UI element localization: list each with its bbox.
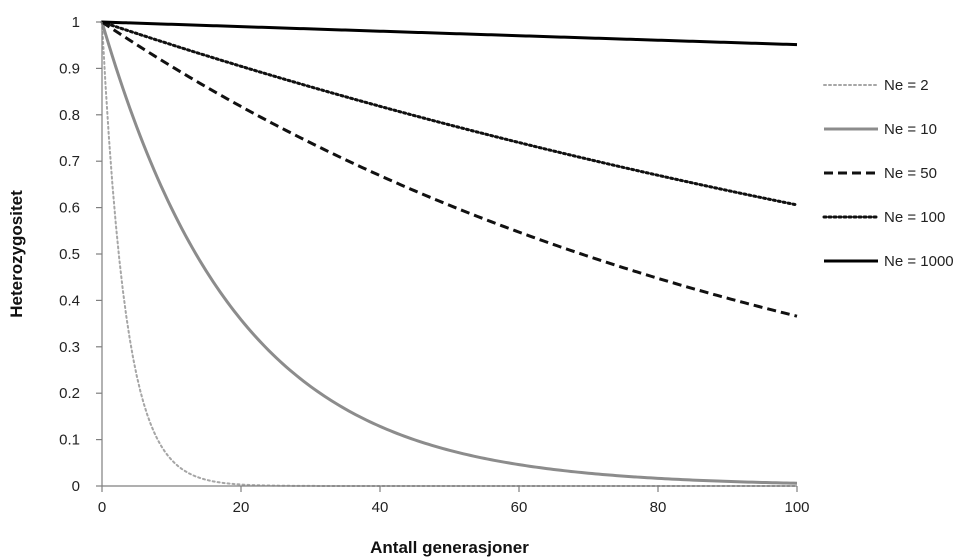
legend-item: Ne = 2 — [823, 77, 929, 94]
x-axis-title: Antall generasjoner — [370, 538, 529, 557]
y-tick-label: 0.6 — [59, 200, 80, 217]
axes-layer — [101, 22, 797, 487]
series-line — [101, 21, 798, 487]
series-ne-100 — [100, 20, 799, 207]
legend-item: Ne = 10 — [824, 121, 937, 138]
series-ne-2 — [101, 21, 798, 487]
legend-label: Ne = 100 — [884, 209, 945, 226]
x-tick-label: 0 — [98, 499, 106, 516]
series-line — [100, 21, 798, 485]
y-tick-label: 0.2 — [59, 385, 80, 402]
y-axis-title: Heterozygositet — [7, 190, 26, 318]
legend-label: Ne = 10 — [884, 121, 937, 138]
y-tick-label: 0.5 — [59, 246, 80, 263]
series-line — [101, 20, 798, 47]
x-tick-label: 100 — [784, 499, 809, 516]
y-tick-label: 0.3 — [59, 339, 80, 356]
y-tick-label: 0.4 — [59, 292, 80, 309]
series-line — [101, 20, 798, 318]
y-tick-label: 0.9 — [59, 60, 80, 77]
legend: Ne = 2 Ne = 10 Ne = 50 Ne = 100 Ne = 1000 — [822, 77, 954, 270]
y-tick-label: 0.8 — [59, 107, 80, 124]
legend-label: Ne = 50 — [884, 165, 937, 182]
x-tick-label: 80 — [650, 499, 667, 516]
legend-label: Ne = 2 — [884, 77, 929, 94]
series-ne-1000 — [101, 20, 798, 47]
x-tick-label: 20 — [233, 499, 250, 516]
series-ne-50 — [101, 20, 798, 318]
y-tick-label: 1 — [72, 14, 80, 31]
series-layer — [100, 20, 799, 487]
x-tick-label: 60 — [511, 499, 528, 516]
y-tick-label: 0 — [72, 478, 80, 495]
x-axis-ticks: 0 20 40 60 80 100 — [98, 486, 810, 516]
legend-item: Ne = 50 — [824, 165, 937, 182]
legend-item: Ne = 100 — [822, 209, 945, 226]
legend-label: Ne = 1000 — [884, 253, 954, 270]
y-axis-ticks: 0 0.1 0.2 0.3 0.4 0.5 0.6 0.7 0.8 0.9 1 — [59, 14, 102, 495]
y-tick-label: 0.1 — [59, 432, 80, 449]
legend-item: Ne = 1000 — [824, 253, 954, 270]
series-line — [100, 20, 799, 207]
series-ne-10 — [100, 21, 798, 485]
y-tick-label: 0.7 — [59, 153, 80, 170]
x-tick-label: 40 — [372, 499, 389, 516]
